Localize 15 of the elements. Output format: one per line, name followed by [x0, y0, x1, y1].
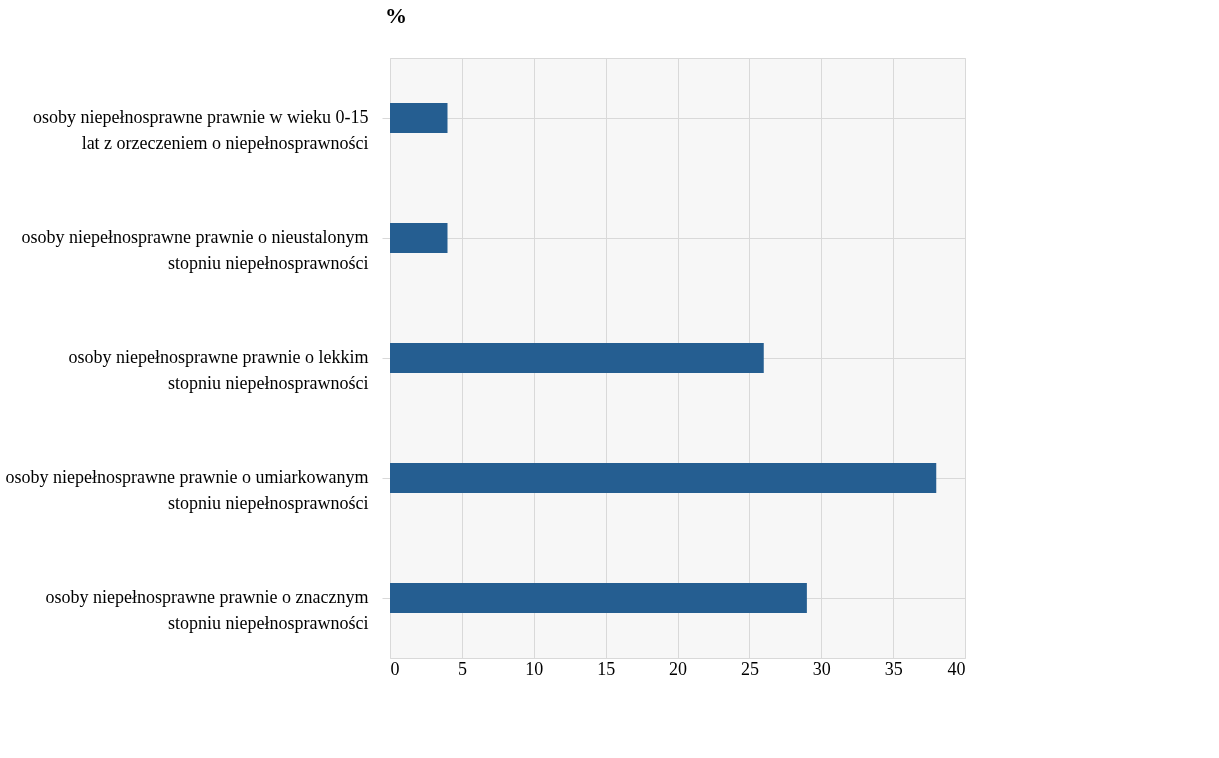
- x-tick-label: 0: [390, 658, 400, 679]
- y-tick-label: osoby niepełnosprawne prawnie o nieustalonym stopniu niepełnosprawności: [21, 227, 369, 273]
- y-tick-label: osoby niepełnosprawne prawnie o znacznym stopniu niepełnosprawności: [45, 587, 369, 633]
- y-tick-label: osoby niepełnosprawne prawnie o lekkim stopniu niepełnosprawności: [68, 347, 369, 393]
- x-tick-label: 15: [597, 658, 616, 679]
- y-tick-label: osoby niepełnosprawne prawnie o umiarkowanym stopniu niepełnosprawności: [5, 467, 369, 513]
- x-tick-label: 5: [457, 658, 467, 679]
- y-tick-label: osoby niepełnosprawne prawnie w wieku 0-15 lat z orzeczeniem o niepełnosprawności: [33, 107, 369, 153]
- x-tick-label: 20: [669, 658, 687, 679]
- x-tick-label: 25: [740, 658, 759, 679]
- chart-title: %: [385, 3, 407, 28]
- x-tick-label: 35: [884, 658, 903, 679]
- x-tick-label: 30: [812, 658, 831, 679]
- x-tick-label: 40: [947, 658, 966, 679]
- x-tick-label: 10: [525, 658, 544, 679]
